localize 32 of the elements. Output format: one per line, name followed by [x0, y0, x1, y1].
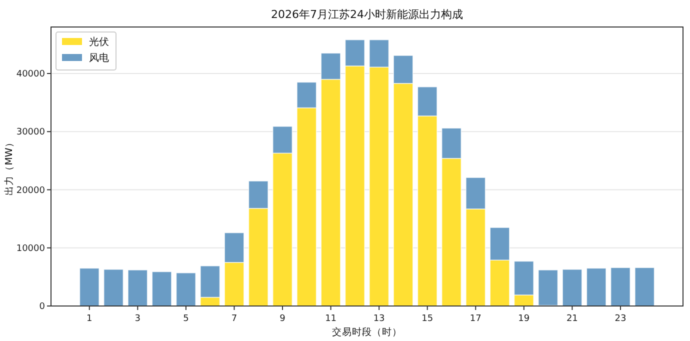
bar	[562, 268, 582, 306]
y-tick-label: 10000	[16, 244, 46, 254]
x-tick-label: 21	[566, 314, 578, 324]
bar	[79, 268, 100, 306]
x-tick-label: 3	[134, 314, 141, 324]
y-tick-label: 30000	[16, 128, 46, 138]
bar	[634, 267, 655, 306]
x-tick-label: 19	[518, 314, 530, 324]
x-tick-label: 9	[280, 314, 286, 324]
legend-label: 风电	[89, 52, 109, 64]
bar	[152, 271, 172, 306]
x-tick-label: 23	[614, 314, 626, 324]
legend-label: 光伏	[89, 36, 109, 48]
x-tick-label: 15	[422, 314, 434, 324]
y-axis-title: 出力（MW）	[3, 138, 15, 196]
bar	[128, 270, 148, 306]
x-tick-label: 11	[325, 314, 337, 324]
y-tick-label: 20000	[16, 186, 46, 196]
x-tick-label: 1	[86, 314, 92, 324]
x-tick-label: 5	[183, 314, 189, 324]
chart-title: 2026年7月江苏24小时新能源出力构成	[271, 8, 463, 21]
bar	[103, 268, 124, 306]
y-tick-label: 40000	[16, 70, 46, 80]
bar	[176, 272, 196, 306]
x-axis-title: 交易时段（时）	[332, 326, 402, 338]
bar	[610, 267, 631, 306]
x-tick-label: 17	[470, 314, 482, 324]
y-tick-label: 0	[39, 302, 46, 312]
x-tick-label: 7	[231, 314, 238, 324]
bar	[538, 270, 558, 306]
x-tick-label: 13	[373, 314, 385, 324]
bar	[586, 268, 606, 306]
